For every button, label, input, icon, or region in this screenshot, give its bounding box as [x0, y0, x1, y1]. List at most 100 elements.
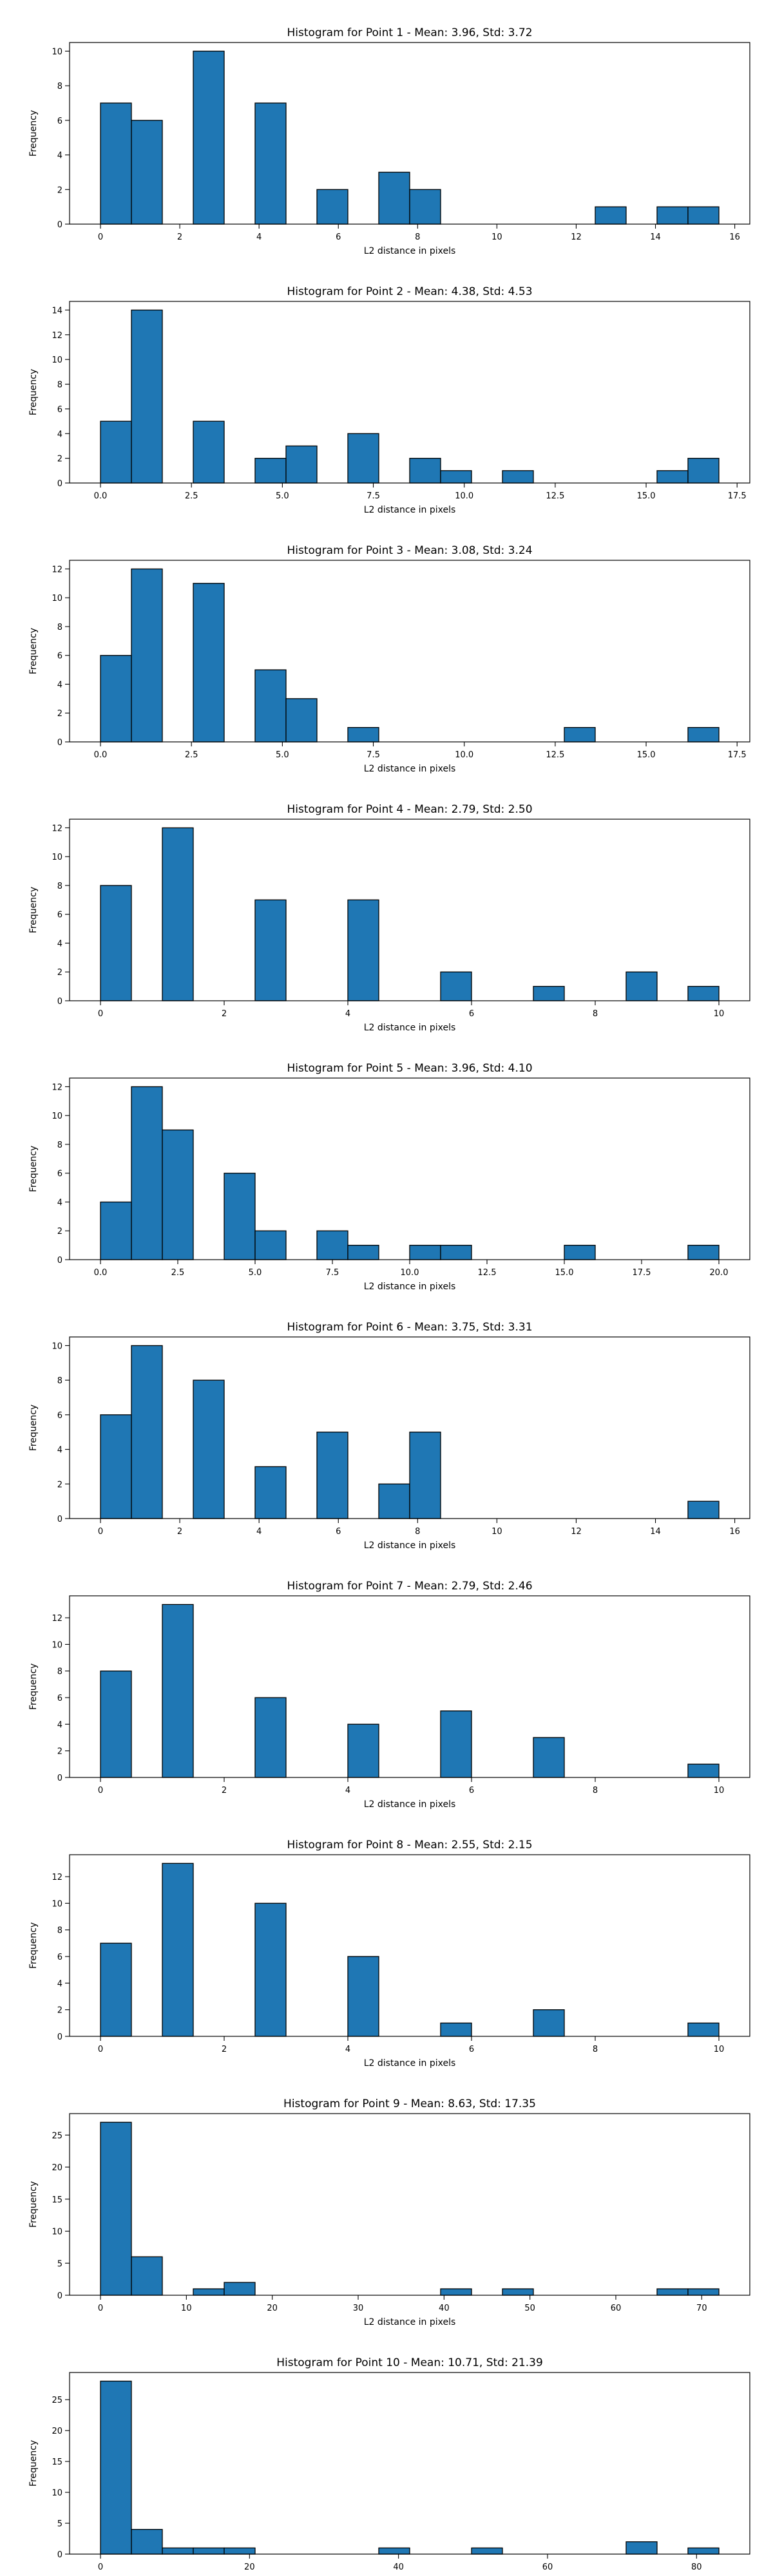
histogram-bar [440, 2288, 472, 2296]
x-axis-label: L2 distance in pixels [364, 505, 456, 515]
y-tick-label: 12 [52, 1614, 62, 1624]
histogram-bar [595, 206, 627, 225]
x-tick-label: 0.0 [94, 750, 108, 760]
histogram-bar [347, 433, 379, 484]
x-tick-label: 2 [222, 1786, 227, 1795]
y-tick-label: 0 [57, 997, 62, 1007]
x-tick-label: 5.0 [249, 1268, 262, 1278]
histogram-bar [409, 457, 441, 484]
histogram-panel-4: Histogram for Point 4 - Mean: 2.79, Std:… [28, 803, 750, 1033]
histogram-bar [100, 1942, 132, 2037]
histogram-bar [316, 1432, 348, 1519]
histogram-bar [100, 655, 132, 743]
y-tick-label: 0 [57, 1256, 62, 1265]
histogram-bar [687, 2547, 720, 2555]
y-tick-label: 6 [57, 652, 62, 661]
histogram-bar [316, 189, 348, 225]
x-tick-label: 8 [593, 2045, 598, 2054]
x-tick-label: 20 [244, 2562, 255, 2572]
y-tick-label: 15 [52, 2195, 62, 2205]
histogram-bar [100, 1201, 132, 1260]
histogram-panel-10: Histogram for Point 10 - Mean: 10.71, St… [28, 2356, 750, 2572]
y-tick-label: 6 [57, 911, 62, 920]
x-tick-label: 4 [345, 2045, 350, 2054]
y-axis-label: Frequency [28, 2181, 39, 2228]
x-tick-label: 0 [98, 1786, 103, 1795]
y-tick-label: 12 [52, 1083, 62, 1092]
y-axis-label: Frequency [28, 369, 39, 415]
y-tick-label: 6 [57, 405, 62, 415]
histogram-bar [254, 1902, 287, 2037]
x-tick-label: 0 [98, 1009, 103, 1019]
plot-frame [69, 2113, 750, 2296]
histogram-panel-8: Histogram for Point 8 - Mean: 2.55, Std:… [28, 1839, 750, 2069]
histogram-bar [100, 885, 132, 1001]
x-tick-label: 7.5 [326, 1268, 339, 1278]
y-tick-label: 10 [52, 1640, 62, 1650]
x-tick-label: 6 [336, 1527, 341, 1537]
histogram-panel-5: Histogram for Point 5 - Mean: 3.96, Std:… [28, 1062, 750, 1292]
x-tick-label: 0 [98, 2304, 103, 2313]
histogram-bar [440, 971, 472, 1001]
chart-title: Histogram for Point 7 - Mean: 2.79, Std:… [287, 1580, 532, 1593]
x-tick-label: 40 [439, 2304, 450, 2313]
y-tick-label: 8 [57, 1141, 62, 1150]
histogram-bar [162, 827, 194, 1001]
x-tick-label: 60 [542, 2562, 553, 2572]
histogram-bar [440, 1710, 472, 1778]
y-tick-label: 0 [57, 1774, 62, 1783]
y-tick-label: 10 [52, 1112, 62, 1121]
histogram-bar [193, 50, 225, 225]
histogram-bar [162, 1604, 194, 1778]
y-tick-label: 14 [52, 306, 62, 316]
histogram-bar [656, 470, 689, 484]
histogram-panel-2: Histogram for Point 2 - Mean: 4.38, Std:… [28, 285, 750, 515]
histogram-bar [285, 698, 318, 743]
x-tick-label: 20.0 [710, 1268, 729, 1278]
x-axis-label: L2 distance in pixels [364, 1540, 456, 1551]
histogram-bar [100, 421, 132, 484]
y-tick-label: 2 [57, 1227, 62, 1236]
y-tick-label: 10 [52, 594, 62, 603]
x-tick-label: 12 [571, 232, 582, 242]
histogram-bar [100, 1414, 132, 1519]
chart-title: Histogram for Point 4 - Mean: 2.79, Std:… [287, 803, 532, 816]
y-tick-label: 12 [52, 331, 62, 341]
histogram-bar [564, 726, 596, 743]
x-tick-label: 80 [691, 2562, 702, 2572]
x-tick-label: 7.5 [367, 491, 380, 501]
y-tick-label: 12 [52, 824, 62, 833]
y-tick-label: 20 [52, 2163, 62, 2173]
x-tick-label: 7.5 [367, 750, 380, 760]
x-tick-label: 20 [267, 2304, 278, 2313]
x-tick-label: 8 [415, 232, 420, 242]
histogram-bar [378, 171, 410, 225]
histogram-bar [440, 470, 472, 484]
histogram-bar [687, 985, 720, 1001]
histogram-panel-1: Histogram for Point 1 - Mean: 3.96, Std:… [28, 26, 750, 256]
x-tick-label: 30 [353, 2304, 364, 2313]
histogram-bar [193, 583, 225, 743]
histogram-bar [378, 1483, 410, 1519]
x-tick-label: 70 [696, 2304, 707, 2313]
x-tick-label: 17.5 [633, 1268, 651, 1278]
x-tick-label: 6 [469, 2045, 474, 2054]
histogram-bar [533, 1737, 565, 1778]
plot-frame [69, 42, 750, 225]
y-tick-label: 10 [52, 2488, 62, 2498]
histogram-bar [254, 899, 287, 1001]
x-tick-label: 2 [222, 1009, 227, 1019]
histogram-bar [687, 206, 720, 225]
histogram-bar [254, 102, 287, 225]
x-tick-label: 40 [393, 2562, 404, 2572]
x-tick-label: 10 [181, 2304, 192, 2313]
y-tick-label: 6 [57, 1694, 62, 1703]
y-tick-label: 8 [57, 623, 62, 632]
x-tick-label: 8 [593, 1009, 598, 1019]
x-tick-label: 15.0 [555, 1268, 574, 1278]
histogram-bar [131, 120, 163, 225]
x-tick-label: 10 [714, 2045, 725, 2054]
histogram-bar [347, 726, 379, 743]
y-tick-label: 2 [57, 968, 62, 978]
x-tick-label: 15.0 [637, 491, 656, 501]
